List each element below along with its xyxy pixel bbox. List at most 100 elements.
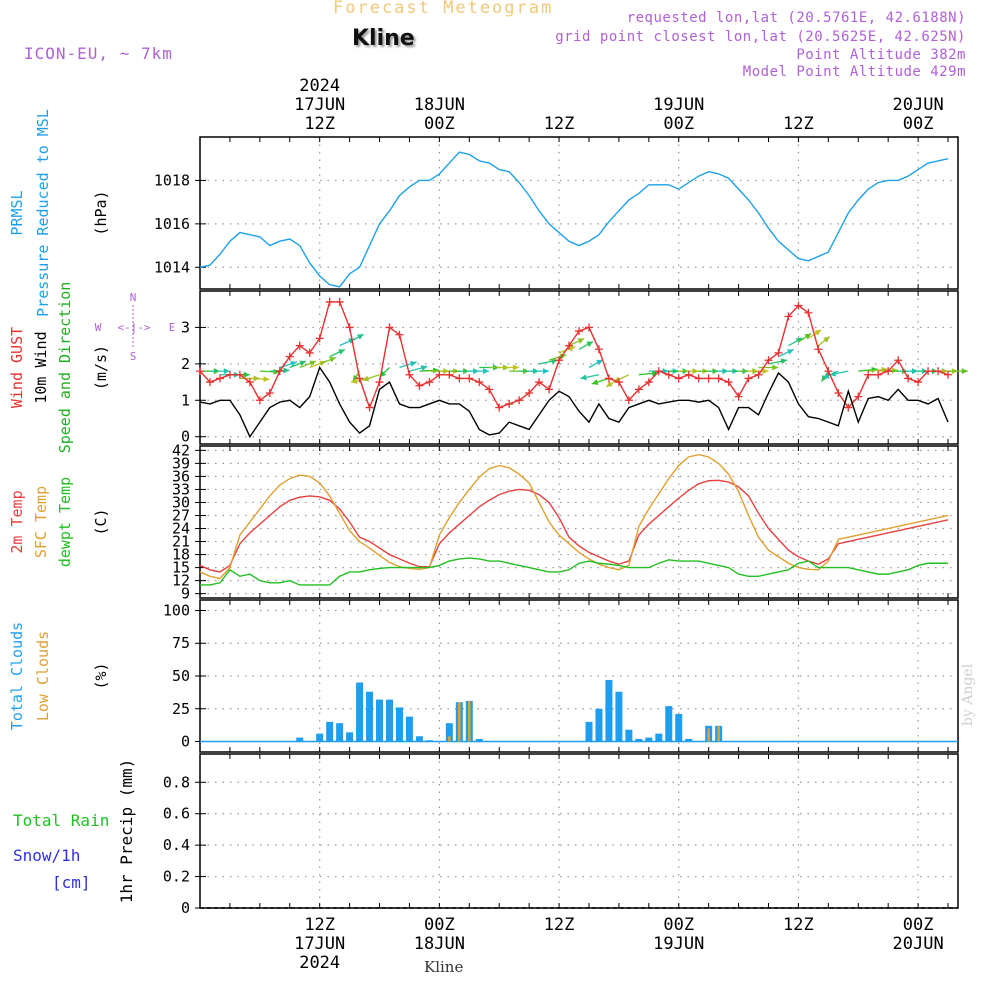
wind-arrow-head — [223, 368, 230, 375]
total-cloud-bar — [615, 691, 623, 742]
low-cloud-bar — [717, 725, 720, 742]
total-cloud-bar — [445, 723, 453, 742]
gust-marker — [804, 308, 813, 317]
gust-marker — [854, 392, 863, 401]
wind-arrow-head — [804, 333, 812, 340]
y-tick-label: 39 — [172, 454, 190, 472]
gust-marker — [345, 323, 354, 332]
y-axis-label: Wind GUST — [8, 327, 26, 408]
y-tick-label: 0 — [181, 428, 190, 446]
y-axis-label: dewpt Temp — [56, 477, 74, 567]
snow-legend: Snow/1h — [13, 846, 80, 865]
total-cloud-bar — [645, 737, 653, 742]
gust-marker — [445, 370, 454, 379]
time-axis-top-label: 12Z — [783, 114, 814, 134]
y-axis-label: PRMSL — [8, 190, 26, 235]
wind-arrow-head — [786, 349, 794, 355]
chart-title: Forecast Meteogram — [333, 0, 554, 18]
total-cloud-bar — [595, 708, 603, 742]
time-axis-top-label: 00Z — [424, 114, 455, 134]
gust-marker — [485, 385, 494, 394]
gust-marker — [515, 396, 524, 405]
gust-marker — [874, 370, 883, 379]
time-axis-top-label: 2024 — [299, 76, 340, 96]
gust-marker — [764, 356, 773, 365]
point-altitude: Point Altitude 382m — [796, 47, 966, 63]
panel-frame — [199, 445, 959, 599]
total-cloud-bar — [316, 733, 324, 742]
low-cloud-bar — [468, 700, 471, 742]
snow-unit-legend: [cm] — [52, 873, 91, 892]
compass-south: S — [130, 350, 137, 363]
y-tick-label: 12 — [172, 572, 190, 590]
gust-marker — [884, 367, 893, 376]
gust-marker — [634, 385, 643, 394]
sfc-line — [199, 453, 949, 580]
total-cloud-bar — [625, 729, 633, 742]
wind-arrow-head — [823, 372, 830, 379]
y-tick-label: 24 — [172, 520, 190, 538]
gust-marker — [684, 370, 693, 379]
gust-marker — [545, 385, 554, 394]
wind-arrow-head — [591, 379, 599, 385]
y-tick-label: 33 — [172, 480, 190, 498]
pressure-line — [199, 151, 949, 288]
gust-marker — [654, 367, 663, 376]
gust-marker — [904, 374, 913, 383]
gust-marker — [405, 370, 414, 379]
compass-arrow: <-|-> — [117, 321, 150, 334]
y-axis-label: (%) — [92, 662, 110, 689]
gust-marker — [704, 374, 713, 383]
y-axis-label: Total Clouds — [8, 622, 26, 730]
gust-marker — [395, 330, 404, 339]
gust-marker — [415, 381, 424, 390]
wind-line — [199, 365, 949, 439]
gust-marker — [375, 378, 384, 387]
y-axis-label: Pressure Reduced to MSL — [34, 109, 52, 317]
gust-marker — [215, 374, 224, 383]
time-axis-bottom-label: 18JUN — [414, 934, 465, 954]
gust-marker — [385, 323, 394, 332]
total-cloud-bar — [635, 738, 643, 742]
gust-marker — [644, 378, 653, 387]
y-tick-label: 0.6 — [163, 805, 190, 823]
gust-marker — [694, 374, 703, 383]
low-cloud-bar — [448, 736, 451, 742]
gust-marker — [365, 403, 374, 412]
bottom-station-label: Kline — [424, 958, 464, 976]
gust-marker — [924, 367, 933, 376]
total-cloud-bar — [376, 699, 384, 742]
wind-arrow-head — [829, 370, 837, 377]
gust-marker — [235, 370, 244, 379]
gust-marker — [315, 334, 324, 343]
wind-arrow-head — [283, 367, 290, 374]
wind-arrow-head — [568, 345, 576, 352]
gust-line — [199, 301, 949, 410]
total-cloud-bar — [475, 738, 483, 742]
wind-arrow-head — [362, 375, 370, 382]
time-axis-top-label: 19JUN — [653, 95, 704, 115]
wind-arrow-head — [338, 349, 345, 355]
gust-marker — [465, 374, 474, 383]
total-cloud-bar — [585, 721, 593, 742]
total-cloud-bar — [366, 691, 374, 742]
total-cloud-bar — [605, 679, 613, 742]
gust-marker — [305, 348, 314, 357]
y-axis-label: 1hr Precip (mm) — [117, 759, 136, 904]
total-cloud-bar — [346, 732, 354, 742]
total-cloud-bar — [685, 738, 693, 742]
gust-marker — [535, 378, 544, 387]
total-cloud-bar — [356, 682, 364, 742]
gust-marker — [525, 389, 534, 397]
gust-marker — [614, 378, 623, 387]
wind-arrow-head — [263, 376, 270, 383]
wind-arrow-head — [606, 381, 613, 387]
gust-marker — [604, 374, 613, 383]
time-axis-bottom-label: 19JUN — [653, 934, 704, 954]
gust-marker — [794, 301, 803, 310]
gust-marker — [295, 341, 304, 350]
gust-marker — [245, 378, 254, 387]
gust-marker — [265, 389, 274, 397]
dew-line — [200, 557, 949, 586]
